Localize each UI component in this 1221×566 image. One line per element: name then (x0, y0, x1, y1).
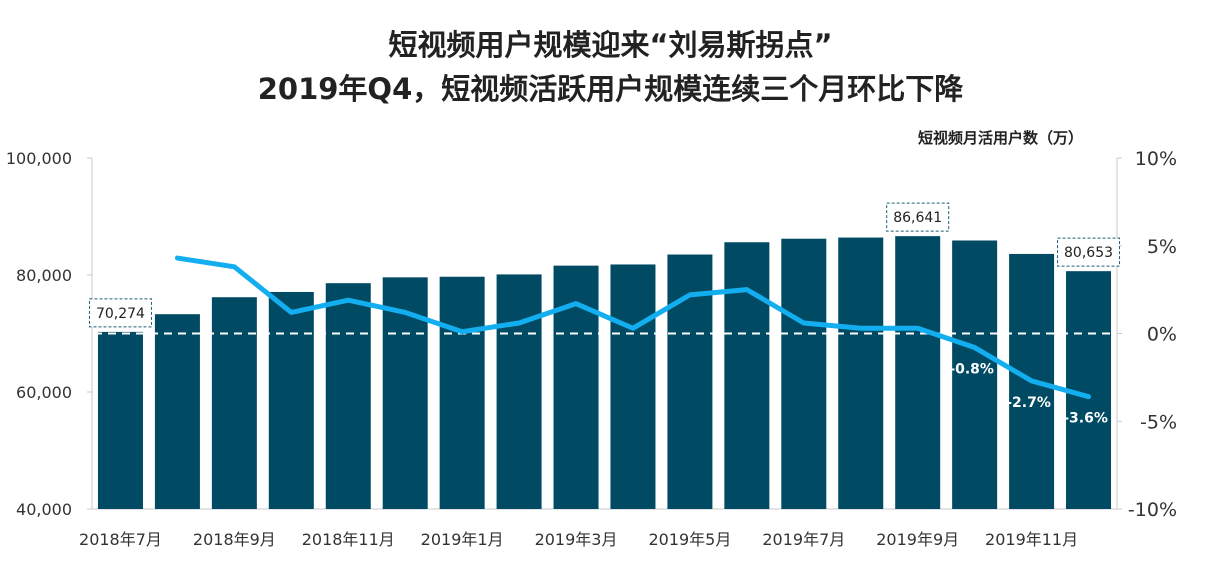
bar-value-label: 70,274 (96, 306, 145, 322)
y-left-tick-label: 40,000 (16, 500, 72, 519)
growth-point (1030, 379, 1034, 383)
growth-point (289, 310, 293, 314)
bar-value-label: 80,653 (1064, 245, 1113, 261)
bar (952, 240, 998, 510)
y-left-tick-label: 60,000 (16, 383, 72, 402)
bar (496, 274, 542, 509)
bar-value-label-box (886, 202, 950, 232)
bar-value-label-box (88, 298, 152, 328)
growth-point (232, 265, 236, 269)
line-value-label: -0.8% (949, 362, 994, 378)
chart-title-line2: 2019年Q4，短视频活跃用户规模连续三个月环比下降 (257, 72, 964, 106)
growth-point (859, 326, 863, 330)
bar (211, 297, 257, 509)
bar (724, 242, 770, 510)
bar (154, 314, 200, 509)
x-tick-label: 2018年11月 (302, 530, 395, 549)
bar-value-label-box (1057, 237, 1121, 267)
chart-title-line1: 短视频用户规模迎来“刘易斯拐点” (388, 28, 833, 62)
growth-point (631, 326, 635, 330)
growth-point (973, 346, 977, 350)
line-value-label: -3.6% (1063, 411, 1108, 427)
x-tick-label: 2019年3月 (535, 530, 618, 549)
x-tick-label: 2018年7月 (79, 530, 162, 549)
growth-point (688, 293, 692, 297)
growth-point (517, 321, 521, 325)
bar (268, 291, 314, 509)
bar (325, 283, 371, 509)
x-tick-label: 2019年9月 (876, 530, 959, 549)
bar (610, 264, 656, 509)
y-right-tick-label: 5% (1147, 236, 1177, 258)
y-left-tick-label: 80,000 (16, 266, 72, 285)
growth-point (346, 298, 350, 302)
x-tick-label: 2018年9月 (193, 530, 276, 549)
y-right-tick-label: -10% (1128, 499, 1177, 521)
bar (97, 331, 143, 509)
bar (439, 276, 485, 509)
y-right-tick-label: 0% (1147, 324, 1177, 346)
bar (838, 237, 884, 509)
x-tick-label: 2019年1月 (421, 530, 504, 549)
y-left-tick-label: 100,000 (6, 149, 72, 168)
x-tick-label: 2019年5月 (648, 530, 731, 549)
x-tick-label: 2019年7月 (762, 530, 845, 549)
growth-point (745, 288, 749, 292)
bar (781, 238, 827, 510)
bar-value-label: 86,641 (893, 210, 942, 226)
x-tick-label: 2019年11月 (985, 530, 1078, 549)
y-left-unit-label: 短视频月活用户数（万） (918, 129, 1083, 147)
growth-point (916, 326, 920, 330)
growth-point (403, 310, 407, 314)
y-right-tick-label: -5% (1140, 411, 1177, 433)
line-value-label: -2.7% (1006, 395, 1051, 411)
growth-point (574, 302, 578, 306)
bar (895, 236, 941, 509)
growth-point (460, 330, 464, 334)
growth-point (802, 321, 806, 325)
growth-point (175, 256, 179, 260)
y-right-tick-label: 10% (1135, 148, 1177, 170)
growth-point (1087, 395, 1091, 399)
